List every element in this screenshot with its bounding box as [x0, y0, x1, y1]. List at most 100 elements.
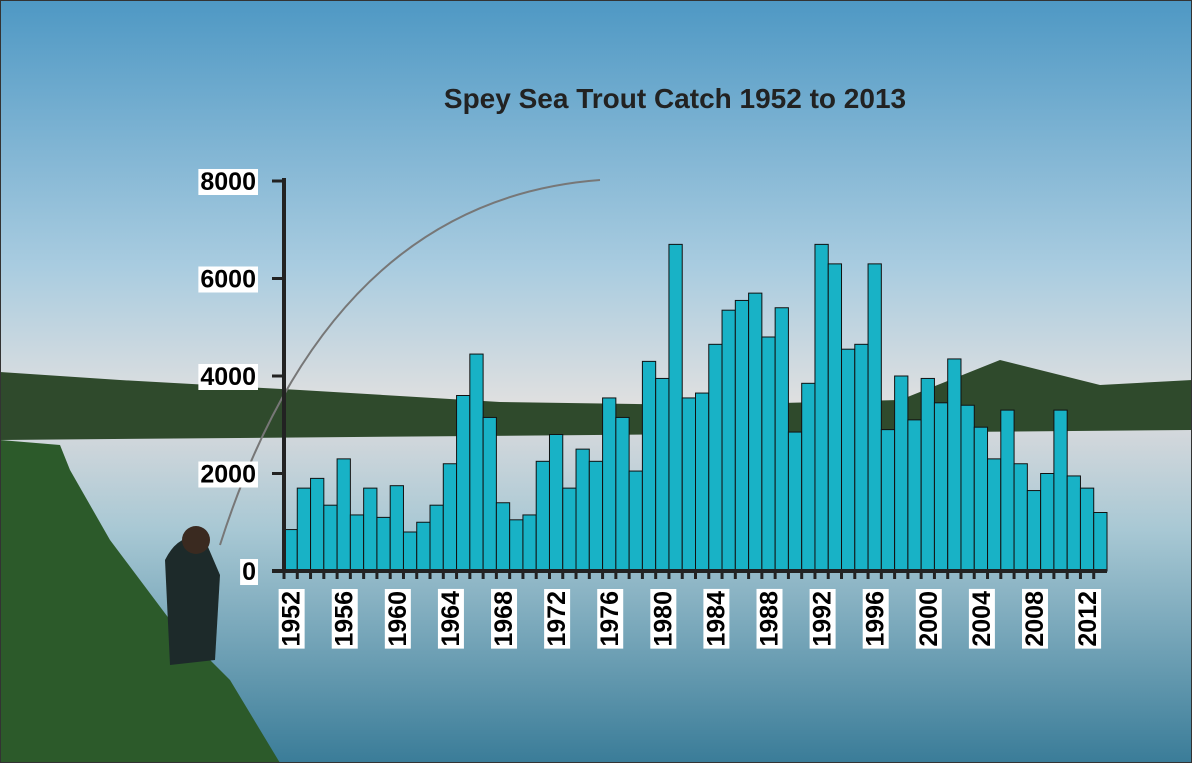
bar	[296, 487, 312, 572]
bar	[841, 348, 856, 572]
label-box	[384, 589, 411, 649]
label-box	[915, 589, 942, 649]
x-tick-label: 1996	[862, 591, 890, 647]
label-box	[198, 266, 258, 293]
bar	[469, 353, 484, 572]
x-tick-group: 2000	[915, 589, 943, 649]
bar	[681, 397, 697, 572]
x-tick-group: 1960	[384, 589, 412, 649]
bar	[1066, 475, 1081, 572]
bar	[920, 377, 935, 572]
label-box	[862, 589, 889, 649]
y-tick-label: 2000	[200, 461, 256, 489]
y-tick-label: 8000	[200, 168, 256, 196]
x-tick-group: 1992	[809, 589, 837, 649]
label-box	[544, 589, 571, 649]
bar	[416, 521, 431, 572]
label-box	[437, 588, 464, 649]
x-tick-label: 1980	[649, 591, 677, 647]
bar	[708, 343, 723, 572]
x-tick-group: 1964	[437, 588, 465, 649]
label-box	[331, 589, 358, 649]
label-box	[198, 364, 258, 390]
bar	[615, 416, 630, 572]
label-box	[703, 588, 730, 649]
x-tick-group: 1968	[490, 588, 518, 649]
label-box	[968, 588, 995, 649]
bar	[482, 416, 497, 572]
bar	[495, 502, 511, 572]
bar	[774, 307, 789, 572]
bar	[973, 426, 989, 572]
label-box	[597, 589, 624, 649]
bar	[880, 429, 896, 572]
fisherman	[165, 537, 220, 665]
bar	[787, 431, 803, 572]
x-tick-group: 1952	[278, 589, 306, 649]
label-box	[240, 559, 258, 585]
x-tick-label: 1972	[543, 591, 571, 647]
bar	[734, 299, 750, 572]
bar	[1013, 463, 1028, 572]
bar	[349, 514, 365, 572]
bar	[522, 514, 537, 572]
x-tick-group: 1956	[331, 589, 359, 649]
bar	[509, 519, 524, 572]
x-tick-group: 1976	[596, 589, 624, 649]
label-box	[756, 588, 783, 649]
bar	[987, 458, 1002, 572]
bar	[562, 487, 577, 572]
bar	[363, 487, 378, 572]
bar	[801, 382, 816, 572]
x-tick-label: 2000	[915, 591, 943, 647]
label-box	[650, 589, 677, 649]
bar	[1000, 409, 1015, 572]
bar	[761, 336, 776, 572]
x-tick-label: 2008	[1021, 591, 1049, 647]
riverbank	[0, 440, 280, 763]
bar	[907, 419, 922, 572]
bar	[721, 309, 736, 572]
bar	[602, 397, 617, 572]
bar	[933, 402, 949, 572]
bar	[854, 343, 869, 572]
y-tick-label: 4000	[200, 363, 256, 391]
label-box	[1021, 588, 1048, 649]
x-tick-group: 2008	[1021, 588, 1049, 649]
x-tick-group: 1972	[543, 589, 571, 649]
x-tick-group: 1984	[702, 588, 730, 649]
label-box	[809, 589, 836, 649]
bar	[668, 243, 683, 572]
x-tick-label: 1976	[596, 591, 624, 647]
bar	[695, 392, 710, 572]
x-tick-group: 2004	[968, 588, 996, 649]
bar	[947, 358, 962, 572]
x-tick-group: 1980	[649, 589, 677, 649]
x-tick-label: 1956	[331, 591, 359, 647]
x-tick-label: 1964	[437, 591, 465, 647]
bar	[641, 360, 657, 572]
bar	[1079, 487, 1095, 572]
x-tick-label: 1988	[756, 591, 784, 647]
bar	[588, 460, 604, 572]
chart-title: Spey Sea Trout Catch 1952 to 2013	[444, 83, 906, 114]
bar	[827, 263, 843, 572]
bar	[894, 375, 909, 572]
x-tick-label: 1960	[384, 591, 412, 647]
bar	[402, 531, 418, 572]
bar	[442, 463, 458, 572]
x-tick-label: 1952	[278, 591, 306, 647]
bar	[655, 377, 670, 572]
bar	[867, 263, 882, 572]
label-box	[198, 169, 258, 195]
label-box	[1075, 589, 1102, 649]
fisherman-head	[182, 526, 210, 554]
label-box	[278, 589, 305, 649]
bar	[814, 243, 829, 572]
y-tick-label: 0	[242, 558, 256, 586]
bar	[748, 292, 763, 572]
bar	[310, 477, 325, 572]
bar	[575, 448, 590, 572]
bar	[323, 504, 338, 572]
label-box	[491, 588, 518, 649]
